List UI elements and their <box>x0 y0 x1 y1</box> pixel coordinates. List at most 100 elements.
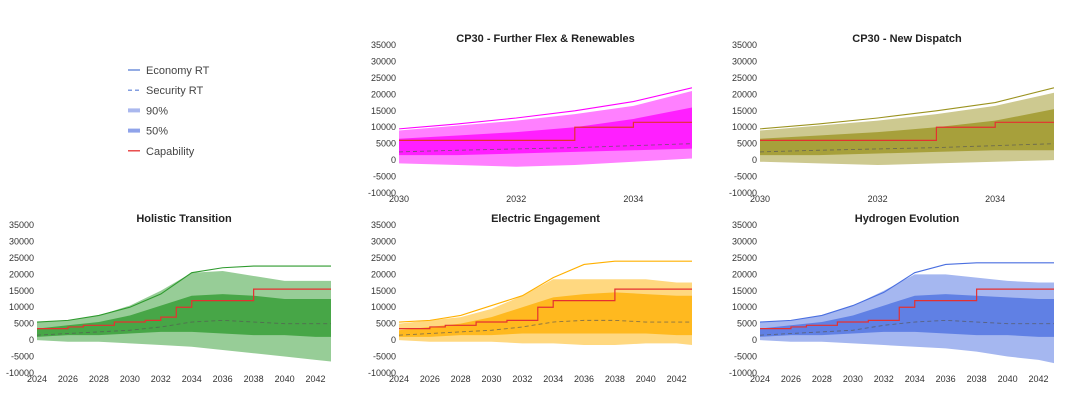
y-tick-label: 10000 <box>9 302 34 312</box>
y-tick-label: 35000 <box>732 40 757 50</box>
y-tick-label: 5000 <box>737 139 757 149</box>
y-tick-label: 15000 <box>732 286 757 296</box>
y-tick-label: 35000 <box>732 220 757 230</box>
y-tick-label: 35000 <box>371 220 396 230</box>
legend: Economy RT Security RT 90% 50% Capability <box>128 65 210 158</box>
y-tick-label: -5000 <box>734 172 757 182</box>
y-tick-label: -5000 <box>373 352 396 362</box>
x-tick-label: 2036 <box>936 374 956 384</box>
y-tick-label: 25000 <box>371 73 396 83</box>
x-tick-label: 2030 <box>389 194 409 204</box>
y-tick-label: 30000 <box>371 56 396 66</box>
chart-hydrogen: Hydrogen Evolution -10000 -5000 0 5000 10000 1… <box>729 213 1054 384</box>
x-tick-label: 2034 <box>623 194 643 204</box>
x-tick-label: 2034 <box>543 374 563 384</box>
y-tick-label: -10000 <box>6 368 34 378</box>
chart-cp30-flex: CP30 - Further Flex & Renewables -10000 -5… <box>368 33 692 204</box>
chart-title: Electric Engagement <box>491 213 600 225</box>
x-tick-label: 2030 <box>750 194 770 204</box>
y-tick-label: 5000 <box>14 319 34 329</box>
x-tick-label: 2032 <box>874 374 894 384</box>
x-tick-label: 2024 <box>750 374 770 384</box>
charts: CP30 - Further Flex & Renewables -10000 -5… <box>6 33 1054 384</box>
x-tick-label: 2030 <box>843 374 863 384</box>
y-tick-label: 10000 <box>371 122 396 132</box>
capability-line <box>760 121 1054 141</box>
x-tick-label: 2034 <box>182 374 202 384</box>
x-tick-label: 2042 <box>1029 374 1049 384</box>
y-tick-label: 5000 <box>376 319 396 329</box>
y-tick-label: 10000 <box>371 302 396 312</box>
y-tick-label: -10000 <box>368 368 396 378</box>
y-tick-label: 5000 <box>376 139 396 149</box>
x-tick-label: 2028 <box>812 374 832 384</box>
economy-rt-line <box>760 262 1054 323</box>
legend-label-capability: Capability <box>146 146 195 158</box>
x-tick-label: 2034 <box>985 194 1005 204</box>
x-tick-label: 2028 <box>89 374 109 384</box>
x-tick-label: 2030 <box>120 374 140 384</box>
chart-cp30-dispatch: CP30 - New Dispatch -10000 -5000 0 5000 10000… <box>729 33 1054 204</box>
y-tick-label: 20000 <box>371 269 396 279</box>
security-rt-line <box>399 319 692 336</box>
y-tick-label: 10000 <box>732 122 757 132</box>
y-tick-label: -10000 <box>368 188 396 198</box>
x-tick-label: 2042 <box>667 374 687 384</box>
x-tick-label: 2030 <box>482 374 502 384</box>
x-tick-label: 2026 <box>58 374 78 384</box>
x-tick-label: 2040 <box>636 374 656 384</box>
y-tick-label: 0 <box>752 335 757 345</box>
band-50-percent <box>37 294 331 337</box>
x-tick-label: 2038 <box>244 374 264 384</box>
x-tick-label: 2040 <box>998 374 1018 384</box>
x-tick-label: 2036 <box>574 374 594 384</box>
capability-line <box>760 288 1054 330</box>
x-tick-label: 2024 <box>389 374 409 384</box>
y-tick-label: 20000 <box>732 89 757 99</box>
y-tick-label: 15000 <box>9 286 34 296</box>
x-tick-label: 2032 <box>512 374 532 384</box>
y-tick-label: -10000 <box>729 188 757 198</box>
y-tick-label: -5000 <box>373 172 396 182</box>
y-tick-label: 0 <box>752 155 757 165</box>
chart-title: CP30 - Further Flex & Renewables <box>456 33 635 45</box>
plot-area <box>760 87 1054 166</box>
y-tick-label: -5000 <box>11 352 34 362</box>
legend-label-p50: 50% <box>146 126 168 138</box>
y-tick-label: 10000 <box>732 302 757 312</box>
y-tick-label: 25000 <box>371 253 396 263</box>
y-tick-label: 35000 <box>9 220 34 230</box>
y-tick-label: 15000 <box>371 106 396 116</box>
x-tick-label: 2034 <box>905 374 925 384</box>
security-rt-line <box>37 319 331 336</box>
plot-area <box>399 87 692 167</box>
x-tick-label: 2042 <box>306 374 326 384</box>
x-tick-label: 2032 <box>151 374 171 384</box>
chart-electric: Electric Engagement -10000 -5000 0 5000 10000… <box>368 213 692 384</box>
plot-area <box>37 265 331 362</box>
y-tick-label: 30000 <box>732 236 757 246</box>
security-rt-line <box>760 319 1054 336</box>
y-tick-label: 15000 <box>371 286 396 296</box>
x-tick-label: 2040 <box>275 374 295 384</box>
x-tick-label: 2036 <box>213 374 233 384</box>
y-tick-label: -10000 <box>729 368 757 378</box>
x-tick-label: 2038 <box>605 374 625 384</box>
y-tick-label: 25000 <box>9 253 34 263</box>
y-tick-label: 30000 <box>371 236 396 246</box>
x-tick-label: 2038 <box>967 374 987 384</box>
y-tick-label: 25000 <box>732 253 757 263</box>
chart-title: CP30 - New Dispatch <box>852 33 962 45</box>
band-50-percent <box>760 294 1054 337</box>
band-50-percent <box>399 107 692 156</box>
legend-label-p90: 90% <box>146 105 168 117</box>
economy-rt-line <box>399 260 692 323</box>
band-50-percent <box>760 109 1054 156</box>
economy-rt-line <box>37 265 331 323</box>
economy-rt-line <box>760 87 1054 130</box>
y-tick-label: 0 <box>391 155 396 165</box>
y-tick-label: 20000 <box>732 269 757 279</box>
x-tick-label: 2026 <box>420 374 440 384</box>
y-tick-label: 30000 <box>9 236 34 246</box>
y-tick-label: 5000 <box>737 319 757 329</box>
